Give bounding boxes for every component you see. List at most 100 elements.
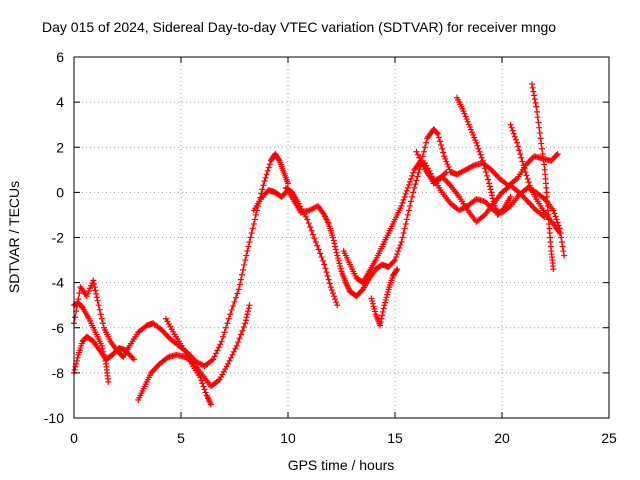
data-point	[229, 351, 236, 358]
data-point	[100, 348, 107, 355]
data-point	[486, 180, 493, 187]
data-point	[197, 374, 204, 381]
data-point	[484, 172, 491, 179]
data-point	[98, 315, 105, 322]
data-point	[413, 148, 420, 155]
data-point	[553, 216, 560, 223]
data-point	[210, 356, 217, 363]
data-point	[540, 156, 547, 163]
data-point	[225, 360, 232, 367]
data-point	[214, 347, 221, 354]
data-point	[285, 180, 291, 187]
data-point	[405, 207, 412, 214]
data-point	[541, 161, 548, 168]
data-point	[523, 172, 530, 179]
data-point	[403, 187, 410, 194]
data-point	[321, 261, 328, 268]
data-point	[409, 193, 416, 200]
data-point	[245, 308, 252, 315]
data-point	[525, 179, 532, 186]
y-tick-label: -6	[52, 320, 65, 336]
data-point	[246, 302, 253, 309]
data-point	[245, 305, 252, 312]
data-point	[200, 383, 207, 390]
data-point	[396, 245, 403, 252]
data-point	[507, 121, 514, 128]
data-point	[413, 177, 420, 184]
data-point	[408, 175, 415, 182]
data-point	[474, 142, 481, 149]
data-point	[509, 127, 516, 134]
data-point	[436, 138, 443, 145]
data-point	[488, 189, 495, 196]
data-point	[400, 196, 407, 203]
data-point	[462, 113, 469, 120]
data-point	[469, 129, 476, 136]
data-point	[507, 193, 514, 200]
data-point	[402, 220, 409, 227]
data-point	[93, 294, 100, 301]
data-layer	[71, 81, 568, 408]
data-point	[401, 225, 408, 232]
data-point	[98, 342, 105, 349]
data-point	[443, 169, 450, 176]
data-point	[368, 295, 375, 302]
data-point	[476, 148, 483, 155]
data-point	[241, 261, 248, 268]
data-point	[442, 155, 449, 162]
data-point	[541, 214, 548, 221]
data-point	[72, 363, 79, 370]
data-point	[90, 277, 97, 284]
data-point	[105, 378, 112, 385]
data-point	[522, 169, 529, 176]
data-point	[472, 137, 479, 144]
data-point	[558, 234, 565, 241]
data-point	[511, 133, 518, 140]
data-point	[215, 344, 222, 351]
data-point	[234, 290, 241, 297]
data-point	[244, 311, 251, 318]
data-point	[395, 248, 402, 255]
data-point	[369, 298, 376, 305]
data-point	[326, 280, 333, 287]
data-point	[325, 276, 332, 283]
data-point	[397, 242, 404, 249]
data-point	[377, 322, 384, 329]
data-point	[394, 266, 401, 273]
x-tick-label: 5	[177, 430, 185, 446]
data-point	[337, 265, 344, 272]
data-point	[222, 324, 229, 331]
data-point	[237, 331, 244, 338]
data-point	[416, 154, 423, 161]
data-point	[232, 294, 239, 301]
data-point	[477, 151, 484, 158]
y-tick-label: -4	[52, 275, 65, 291]
data-point	[489, 192, 496, 199]
data-point	[411, 184, 418, 191]
y-tick-label: -8	[52, 365, 65, 381]
series-track-1	[71, 151, 291, 370]
data-point	[421, 144, 428, 151]
data-point	[333, 299, 340, 306]
data-point	[444, 161, 451, 168]
data-point	[308, 227, 315, 234]
data-point	[402, 190, 409, 197]
data-point	[265, 164, 272, 171]
y-tick-label: 6	[56, 49, 64, 65]
data-point	[419, 160, 426, 167]
data-point	[537, 135, 544, 142]
data-point	[329, 234, 336, 241]
data-point	[539, 151, 546, 158]
data-point	[218, 338, 225, 345]
data-point	[419, 153, 426, 160]
data-point	[227, 311, 234, 318]
data-point	[406, 202, 413, 209]
data-point	[512, 136, 519, 143]
data-point	[372, 308, 379, 315]
data-point	[400, 229, 407, 236]
data-point	[322, 265, 329, 272]
data-point	[100, 351, 107, 358]
data-point	[371, 305, 378, 312]
data-point	[99, 345, 106, 352]
data-point	[83, 293, 90, 300]
